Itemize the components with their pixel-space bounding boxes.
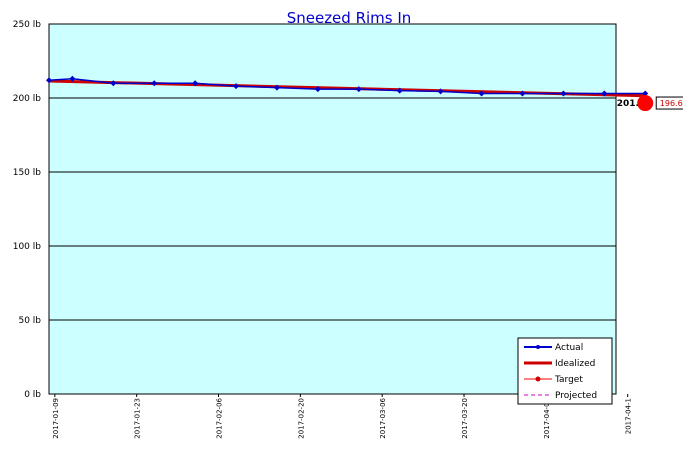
actual-point (110, 80, 117, 87)
grid-lines (49, 97, 616, 321)
x-tick-label: 2017-01-23 (134, 398, 142, 439)
actual-point (560, 90, 567, 97)
actual-point (396, 87, 403, 94)
actual-point (273, 84, 280, 91)
actual-point (519, 90, 526, 97)
legend-projected-label: Projected (555, 391, 597, 401)
x-tick-label: 2017-02-06 (216, 397, 224, 438)
x-tick-label: 2017-02-20 (297, 398, 305, 439)
actual-point (192, 80, 199, 87)
legend: Actual Idealized Target Projected (517, 337, 613, 405)
x-axis-ticks: 2017-01-09 2017-01-23 2017-02-06 2017-02-20… (52, 394, 633, 439)
y-axis-ticks: 0 lb 50 lb 100 lb 150 lb 200 lb 250 lb (13, 20, 42, 400)
series-actual (46, 75, 649, 97)
x-tick-label: 2017-03-06 (379, 397, 387, 438)
actual-line (48, 78, 646, 95)
actual-point (233, 83, 240, 90)
actual-point (642, 90, 649, 97)
actual-point (314, 86, 321, 93)
actual-point (69, 75, 76, 82)
y-tick-label: 250 lb (13, 20, 42, 30)
x-tick-label: 2017-03-20 (461, 398, 469, 439)
series-target: 196.6 (637, 95, 683, 112)
y-tick-label: 100 lb (13, 242, 42, 252)
actual-point (478, 90, 485, 97)
y-tick-label: 200 lb (13, 94, 42, 104)
chart-title: Sneezed Rims In (287, 9, 412, 27)
y-tick-label: 0 lb (24, 390, 41, 400)
plot-area (48, 23, 617, 395)
target-label-box (655, 96, 683, 110)
legend-idealized-label: Idealized (555, 359, 595, 369)
idealized-end-label: 201.5 (617, 99, 645, 109)
y-tick-label: 150 lb (13, 168, 42, 178)
legend-actual-marker (536, 345, 540, 349)
actual-point (601, 90, 608, 97)
legend-actual-label: Actual (555, 343, 583, 353)
target-point (637, 95, 654, 112)
x-tick-label: 2017-04-1 (625, 398, 633, 434)
legend-target-label: Target (554, 375, 583, 385)
y-tick-label: 50 lb (18, 316, 41, 326)
x-tick-label: 2017-04-03 (543, 398, 551, 439)
legend-target-marker (535, 376, 541, 382)
actual-point (46, 77, 52, 84)
actual-point (151, 80, 158, 87)
actual-point (355, 86, 362, 93)
legend-box (517, 337, 613, 405)
x-tick-label: 2017-01-09 (52, 398, 60, 439)
target-label: 196.6 (660, 99, 683, 108)
actual-point (437, 88, 444, 95)
